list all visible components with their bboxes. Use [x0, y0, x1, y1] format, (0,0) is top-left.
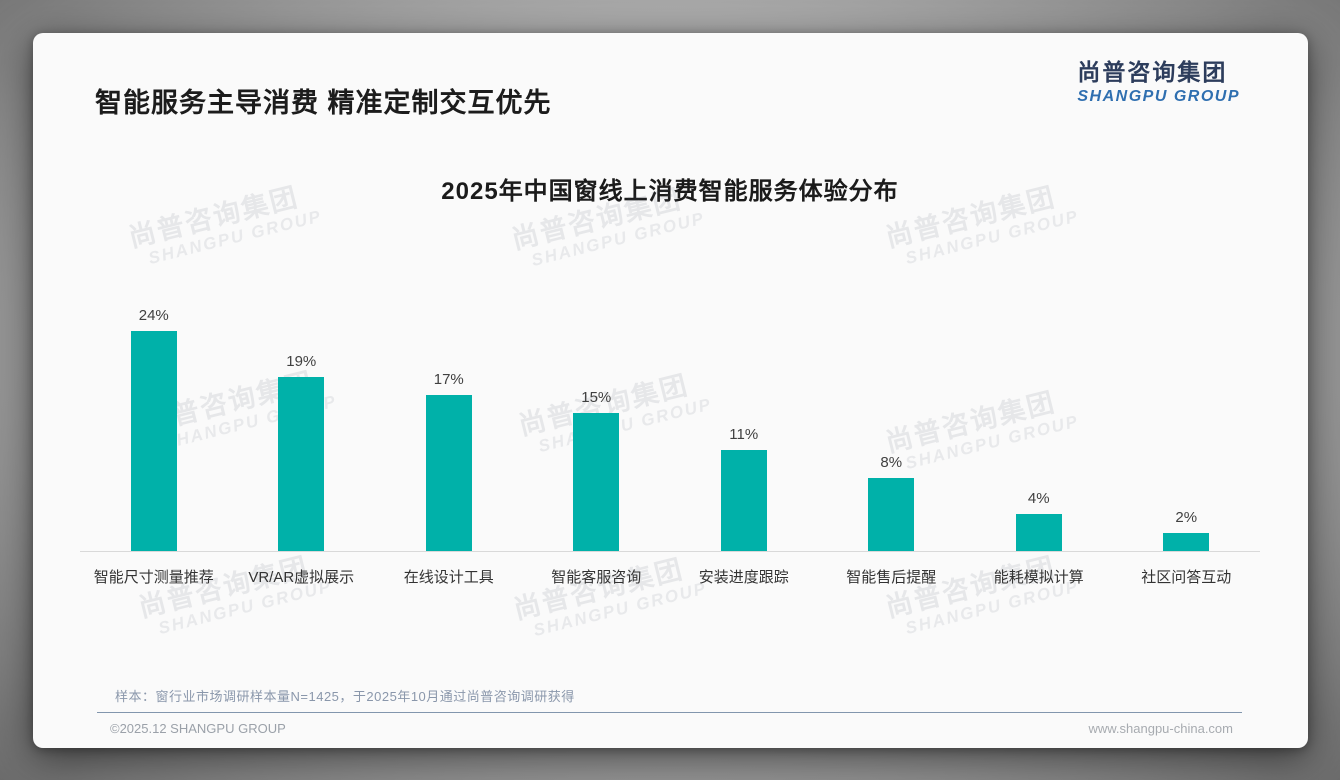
bar-category-label: 智能客服咨询	[551, 569, 642, 586]
bar-column: 8%	[818, 280, 966, 551]
bar	[868, 478, 915, 551]
page-title: 智能服务主导消费 精准定制交互优先	[95, 88, 552, 118]
bar	[720, 450, 767, 551]
bar	[425, 395, 472, 551]
bar	[278, 377, 325, 551]
bar-value-label: 24%	[138, 307, 169, 324]
bar	[1163, 533, 1210, 551]
bar	[573, 413, 620, 551]
bar-value-label: 15%	[581, 389, 612, 406]
slide-card: 智能服务主导消费 精准定制交互优先 尚普咨询集团 SHANGPU GROUP 尚…	[33, 33, 1308, 748]
watermark: 尚普咨询集团 SHANGPU GROUP	[510, 553, 709, 641]
bar-category-label: 安装进度跟踪	[698, 569, 789, 586]
bar-category-label: 能耗模拟计算	[993, 569, 1084, 586]
bar-value-label: 19%	[286, 353, 317, 370]
bar-value-label: 4%	[1027, 490, 1050, 507]
bar	[1015, 514, 1062, 551]
watermark: 尚普咨询集团 SHANGPU GROUP	[882, 551, 1081, 639]
bar-category-label: 智能尺寸测量推荐	[93, 569, 214, 586]
bar-value-label: 17%	[433, 371, 464, 388]
website-url: www.shangpu-china.com	[1088, 721, 1233, 736]
x-axis-labels: 智能尺寸测量推荐 VR/AR虚拟展示 在线设计工具 智能客服咨询 安装进度跟踪 智能售后提…	[80, 566, 1260, 587]
bar-category-label: VR/AR虚拟展示	[248, 569, 355, 586]
bar-column: 15%	[523, 280, 671, 551]
bar-category-label: 在线设计工具	[403, 569, 494, 586]
bar-chart-plot-area: 24% 19% 17% 15% 11% 8% 4% 2%	[80, 280, 1260, 552]
chart-title: 2025年中国窗线上消费智能服务体验分布	[441, 178, 899, 205]
bar-category-label: 智能售后提醒	[846, 569, 937, 586]
bar-column: 4%	[965, 280, 1113, 551]
bar-column: 17%	[375, 280, 523, 551]
bar-column: 19%	[228, 280, 376, 551]
copyright-text: ©2025.12 SHANGPU GROUP	[110, 721, 286, 736]
bar-column: 24%	[80, 280, 228, 551]
bar-value-label: 2%	[1175, 509, 1198, 526]
footer: ©2025.12 SHANGPU GROUP www.shangpu-china…	[110, 721, 1233, 736]
footer-divider	[97, 712, 1242, 713]
bar-category-label: 社区问答互动	[1141, 569, 1232, 586]
bar-value-label: 11%	[729, 426, 759, 443]
logo-english-text: SHANGPU GROUP	[1077, 88, 1240, 105]
company-logo: 尚普咨询集团 SHANGPU GROUP	[1077, 53, 1240, 106]
bar-column: 11%	[670, 280, 818, 551]
bar	[130, 331, 177, 551]
sample-note: 样本：窗行业市场调研样本量N=1425，于2025年10月通过尚普咨询调研获得	[115, 689, 575, 704]
watermark: 尚普咨询集团 SHANGPU GROUP	[135, 551, 334, 639]
bar-value-label: 8%	[880, 454, 903, 471]
bar-column: 2%	[1113, 280, 1261, 551]
logo-chinese-text: 尚普咨询集团	[1077, 59, 1228, 85]
